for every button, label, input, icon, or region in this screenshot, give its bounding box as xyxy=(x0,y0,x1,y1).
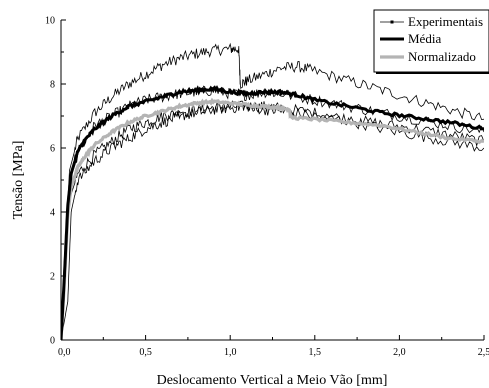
x-tick-label: 1,0 xyxy=(224,347,237,358)
x-tick-label: 2,5 xyxy=(478,347,489,358)
legend: Experimentais Média Normalizado xyxy=(373,9,489,74)
normalized-curve xyxy=(61,97,484,340)
y-tick-label: 10 xyxy=(45,16,55,27)
experimental-curve-1 xyxy=(61,42,484,340)
y-tick-label: 4 xyxy=(50,208,55,219)
y-axis-title: Tensão [MPa] xyxy=(11,141,26,220)
x-tick-label: 1,5 xyxy=(309,347,322,358)
legend-label: Normalizado xyxy=(408,49,476,64)
y-tick-label: 8 xyxy=(50,80,55,91)
experimental-curve-2 xyxy=(61,100,484,340)
legend-label: Média xyxy=(408,31,441,46)
legend-box xyxy=(373,9,489,73)
y-tick-label: 6 xyxy=(50,144,55,155)
x-tick-label: 0,5 xyxy=(139,347,152,358)
legend-label: Experimentais xyxy=(408,14,483,29)
legend-marker xyxy=(390,20,394,24)
x-tick-label: 2,0 xyxy=(393,347,406,358)
x-axis-title: Deslocamento Vertical a Meio Vão [mm] xyxy=(157,373,388,388)
y-tick-label: 2 xyxy=(50,272,55,283)
mean-curve xyxy=(61,85,484,340)
experimental-curve-4 xyxy=(61,101,484,340)
ticks: 0 2 4 6 8 10 0,0 0,5 1,0 1,5 2,0 2,5 xyxy=(45,16,489,359)
plot-area xyxy=(61,42,484,340)
y-tick-label: 0 xyxy=(50,336,55,347)
x-tick-label: 0,0 xyxy=(58,347,71,358)
